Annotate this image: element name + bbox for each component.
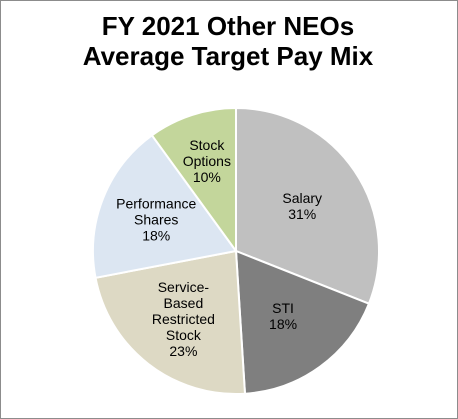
slice-name-line: Performance bbox=[116, 195, 196, 211]
slice-value-label: 18% bbox=[269, 316, 297, 332]
slice-name-line: Based bbox=[164, 295, 204, 311]
slice-value-label: 10% bbox=[193, 169, 221, 185]
slice-name-line: Restricted bbox=[152, 311, 215, 327]
slice-label-performance-shares: Performance Shares 18% bbox=[116, 195, 196, 243]
pie-slice-stock-options bbox=[150, 106, 237, 255]
slice-name-line: Salary bbox=[282, 190, 322, 206]
chart-title: FY 2021 Other NEOs Average Target Pay Mi… bbox=[0, 11, 456, 71]
slice-label-salary: Salary 31% bbox=[282, 190, 322, 222]
pie-labels: Salary 31%STI 18%Service-Based Restricted St… bbox=[116, 137, 322, 359]
pie-slice-sti bbox=[234, 249, 371, 395]
slice-label-service-based-restricted-stock: Service-Based Restricted Stock 23% bbox=[152, 279, 215, 359]
pie-slice-service-based-restricted-stock bbox=[94, 249, 247, 395]
slice-value-label: 31% bbox=[288, 206, 316, 222]
slice-name-line: Stock bbox=[189, 137, 225, 153]
slice-name-line: STI bbox=[272, 300, 294, 316]
pie-slice-performance-shares bbox=[92, 133, 238, 279]
slice-name-line: Options bbox=[183, 153, 231, 169]
slice-name-line: Shares bbox=[134, 211, 178, 227]
slice-value-label: 18% bbox=[142, 227, 170, 243]
slice-label-stock-options: Stock Options 10% bbox=[183, 137, 231, 185]
chart-title-line-2: Average Target Pay Mix bbox=[82, 41, 374, 71]
slice-name-line: Stock bbox=[166, 327, 202, 343]
pie-slices bbox=[92, 106, 380, 395]
slice-value-label: 23% bbox=[169, 343, 197, 359]
pie-slice-salary bbox=[235, 106, 380, 305]
slice-name-line: Service- bbox=[158, 279, 210, 295]
chart-title-line-1: FY 2021 Other NEOs bbox=[101, 11, 355, 41]
slice-label-sti: STI 18% bbox=[269, 300, 297, 332]
